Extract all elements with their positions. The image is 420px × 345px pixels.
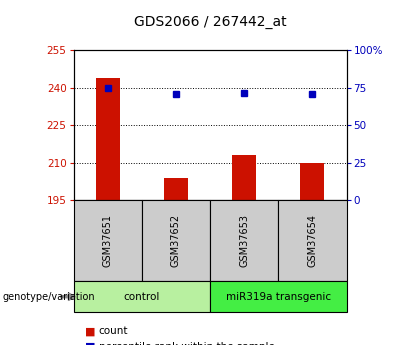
Bar (74, 200, 142, 281)
Text: genotype/variation: genotype/variation (2, 292, 95, 302)
Text: count: count (99, 326, 128, 336)
Bar (278, 200, 346, 281)
Bar (74, 281, 210, 312)
Bar (96, 78, 120, 200)
Text: GDS2066 / 267442_at: GDS2066 / 267442_at (134, 16, 286, 29)
Bar (210, 281, 346, 312)
Text: ■: ■ (85, 326, 96, 336)
Text: control: control (123, 292, 160, 302)
Text: percentile rank within the sample: percentile rank within the sample (99, 342, 275, 345)
Text: GSM37651: GSM37651 (102, 214, 113, 267)
Bar (142, 200, 210, 281)
Bar (210, 200, 278, 281)
Text: GSM37653: GSM37653 (239, 214, 249, 267)
Text: GSM37654: GSM37654 (307, 214, 318, 267)
Text: ■: ■ (85, 342, 96, 345)
Bar (300, 162, 324, 200)
Bar (164, 178, 188, 200)
Bar (232, 155, 256, 200)
Text: miR319a transgenic: miR319a transgenic (226, 292, 331, 302)
Text: GSM37652: GSM37652 (171, 214, 181, 267)
